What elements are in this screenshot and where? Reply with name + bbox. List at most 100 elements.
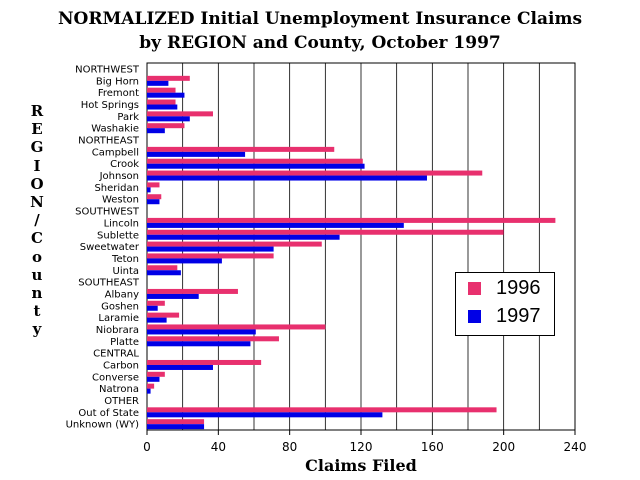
category-label-big-horn: Big Horn	[96, 76, 139, 87]
bar-1996-weston	[147, 194, 162, 200]
bar-1996-uinta	[147, 265, 178, 271]
category-label-sheridan: Sheridan	[94, 183, 139, 194]
category-label-hot-springs: Hot Springs	[81, 100, 139, 111]
category-label-unknown-wy: Unknown (WY)	[66, 420, 139, 431]
bar-1996-sublette	[147, 229, 504, 235]
x-tick-label-0: 0	[143, 440, 151, 454]
y-axis-label-char: G	[30, 138, 44, 157]
x-tick-label-40: 40	[211, 440, 226, 454]
y-axis-label-char: I	[33, 156, 41, 175]
category-label-fremont: Fremont	[98, 88, 139, 99]
category-label-carbon: Carbon	[103, 360, 139, 371]
category-label-goshen: Goshen	[101, 301, 139, 312]
legend-swatch-1997	[468, 310, 481, 323]
category-label-sublette: Sublette	[97, 230, 139, 241]
category-label-central: CENTRAL	[93, 349, 139, 360]
bar-1996-platte	[147, 336, 279, 342]
x-tick-label-120: 120	[350, 440, 373, 454]
bar-1996-crook	[147, 158, 363, 164]
bar-1996-teton	[147, 253, 274, 259]
bar-1997-unknown-wy	[147, 424, 205, 430]
bar-1996-niobrara	[147, 324, 326, 330]
bar-1996-albany	[147, 288, 238, 294]
x-tick-label-240: 240	[564, 440, 587, 454]
legend-label-1996: 1996	[496, 277, 541, 299]
y-axis-label-char: u	[31, 265, 43, 284]
bar-1996-goshen	[147, 300, 165, 306]
bar-1997-big-horn	[147, 80, 169, 86]
category-label-teton: Teton	[111, 254, 139, 265]
category-label-park: Park	[117, 112, 139, 123]
y-axis-label-char: E	[31, 120, 43, 139]
category-label-weston: Weston	[102, 195, 139, 206]
category-label-out-of-state: Out of State	[78, 408, 139, 419]
x-tick-label-160: 160	[421, 440, 444, 454]
y-axis-label-char: o	[31, 247, 42, 266]
bar-1996-fremont	[147, 87, 176, 93]
y-axis-label-char: y	[32, 320, 42, 339]
category-label-natrona: Natrona	[99, 384, 139, 395]
bar-1996-sheridan	[147, 182, 160, 188]
chart-subtitle: by REGION and County, October 1997	[139, 33, 501, 53]
bar-1997-converse	[147, 376, 160, 382]
category-label-washakie: Washakie	[91, 124, 139, 135]
bar-1997-park	[147, 116, 190, 122]
bar-1996-hot-springs	[147, 99, 176, 105]
bar-1997-sheridan	[147, 187, 151, 193]
bar-1997-carbon	[147, 364, 213, 370]
bar-1996-laramie	[147, 312, 180, 318]
bar-1997-crook	[147, 163, 365, 169]
legend: 1996 1997	[455, 272, 555, 336]
bar-1996-natrona	[147, 383, 155, 389]
bar-1997-hot-springs	[147, 104, 178, 110]
bar-1997-sublette	[147, 234, 340, 240]
category-label-laramie: Laramie	[98, 313, 139, 324]
bar-1997-washakie	[147, 128, 165, 134]
legend-swatch-1996	[468, 282, 481, 295]
bar-1997-uinta	[147, 270, 181, 276]
category-label-albany: Albany	[105, 289, 139, 300]
category-label-lincoln: Lincoln	[104, 218, 139, 229]
x-tick-label-80: 80	[282, 440, 297, 454]
category-label-northeast: NORTHEAST	[78, 136, 140, 147]
bar-1996-converse	[147, 371, 165, 377]
y-axis-label-char: /	[34, 211, 40, 230]
bar-1996-washakie	[147, 123, 185, 129]
category-label-southeast: SOUTHEAST	[78, 278, 140, 289]
bar-1996-unknown-wy	[147, 419, 205, 425]
bar-1997-goshen	[147, 305, 158, 311]
bar-1997-campbell	[147, 151, 246, 157]
bar-1996-park	[147, 111, 213, 117]
bar-1996-big-horn	[147, 75, 190, 81]
bar-1997-albany	[147, 293, 199, 299]
bar-1997-johnson	[147, 175, 427, 181]
y-axis-label-char: n	[31, 284, 43, 303]
y-axis-label-char: N	[30, 193, 44, 212]
category-label-southwest: SOUTHWEST	[75, 207, 140, 218]
y-axis-label-char: R	[30, 102, 44, 120]
category-label-northwest: NORTHWEST	[75, 65, 140, 76]
chart-title: NORMALIZED Initial Unemployment Insuranc…	[57, 9, 583, 29]
y-axis-label-char: C	[31, 229, 43, 248]
category-label-platte: Platte	[110, 337, 139, 348]
category-label-crook: Crook	[110, 159, 139, 170]
bar-1997-sweetwater	[147, 246, 274, 252]
x-tick-label-200: 200	[492, 440, 515, 454]
category-label-sweetwater: Sweetwater	[80, 242, 140, 253]
bar-1997-natrona	[147, 388, 151, 394]
category-label-uinta: Uinta	[113, 266, 139, 277]
bar-1996-out-of-state	[147, 407, 497, 413]
bar-1997-niobrara	[147, 329, 256, 335]
category-label-other: OTHER	[104, 396, 139, 407]
category-label-converse: Converse	[92, 372, 139, 383]
bar-1997-out-of-state	[147, 412, 383, 418]
bar-1997-fremont	[147, 92, 185, 98]
bar-1997-laramie	[147, 317, 167, 323]
category-label-johnson: Johnson	[99, 171, 139, 182]
category-label-campbell: Campbell	[92, 147, 139, 158]
y-axis-label-char: t	[33, 302, 41, 321]
y-axis-label-char: O	[30, 174, 44, 193]
